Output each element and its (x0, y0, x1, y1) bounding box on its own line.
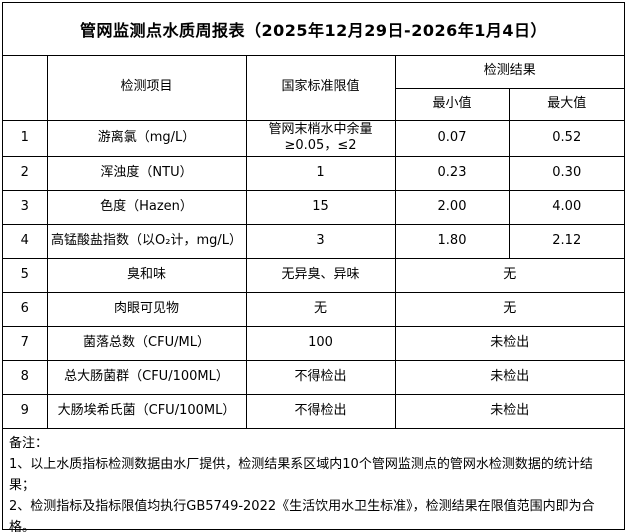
row-max: 2.12 (508, 224, 624, 260)
row-result: 未检出 (394, 394, 624, 430)
row-max: 0.30 (508, 156, 624, 192)
row-limit: 1 (245, 156, 396, 192)
row-min: 1.80 (394, 224, 510, 260)
table-row: 6 肉眼可见物 无 无 (3, 292, 624, 328)
row-limit: 100 (245, 326, 396, 362)
row-index: 3 (3, 190, 48, 226)
row-result: 无 (394, 258, 624, 294)
row-index: 2 (3, 156, 48, 192)
notes-label: 备注： (9, 436, 49, 452)
table-row: 8 总大肠菌群（CFU/100ML） 不得检出 未检出 (3, 360, 624, 396)
water-quality-table: 检测项目 国家标准限值 检测结果 最小值 最大值 1 游离氯（mg/L） 管网末… (3, 56, 624, 430)
notes-section: 备注： 1、以上水质指标检测数据由水厂提供，检测结果系区域内10个管网监测点的管… (3, 429, 624, 532)
row-item: 游离氯（mg/L） (46, 119, 247, 158)
header-min: 最小值 (395, 87, 510, 121)
table-row: 4 高锰酸盐指数（以O₂计，mg/L） 3 1.80 2.12 (3, 224, 624, 260)
row-item: 高锰酸盐指数（以O₂计，mg/L） (46, 224, 247, 260)
row-index: 5 (3, 258, 48, 294)
row-item: 菌落总数（CFU/ML） (46, 326, 247, 362)
table-row: 2 浑浊度（NTU） 1 0.23 0.30 (3, 156, 624, 192)
header-item: 检测项目 (46, 56, 247, 121)
row-index: 8 (3, 360, 48, 396)
header-index-cell (3, 56, 48, 121)
row-max: 4.00 (508, 190, 624, 226)
table-row: 9 大肠埃希氏菌（CFU/100ML） 不得检出 未检出 (3, 394, 624, 430)
row-limit: 无 (245, 292, 396, 328)
header-max: 最大值 (508, 87, 624, 121)
header-row-top: 检测项目 国家标准限值 检测结果 (3, 56, 624, 121)
row-limit: 15 (245, 190, 396, 226)
row-max: 0.52 (508, 119, 624, 158)
row-min: 2.00 (394, 190, 510, 226)
header-row-sub: 最小值 最大值 (3, 87, 624, 121)
table-row: 7 菌落总数（CFU/ML） 100 未检出 (3, 326, 624, 362)
row-item: 大肠埃希氏菌（CFU/100ML） (46, 394, 247, 430)
table-row: 3 色度（Hazen） 15 2.00 4.00 (3, 190, 624, 226)
row-item: 肉眼可见物 (46, 292, 247, 328)
row-limit: 不得检出 (245, 394, 396, 430)
row-limit: 不得检出 (245, 360, 396, 396)
row-index: 9 (3, 394, 48, 430)
row-index: 1 (3, 119, 48, 158)
note-line-1: 1、以上水质指标检测数据由水厂提供，检测结果系区域内10个管网监测点的管网水检测… (9, 457, 593, 494)
row-limit: 3 (245, 224, 396, 260)
row-index: 4 (3, 224, 48, 260)
row-item: 浑浊度（NTU） (46, 156, 247, 192)
table-row: 5 臭和味 无异臭、异味 无 (3, 258, 624, 294)
row-item: 总大肠菌群（CFU/100ML） (46, 360, 247, 396)
header-limit: 国家标准限值 (245, 56, 396, 121)
row-index: 6 (3, 292, 48, 328)
header-result: 检测结果 (394, 56, 624, 89)
note-line-2: 2、检测指标及指标限值均执行GB5749-2022《生活饮用水卫生标准》，检测结… (9, 499, 595, 532)
row-min: 0.23 (394, 156, 510, 192)
row-item: 臭和味 (46, 258, 247, 294)
row-item: 色度（Hazen） (46, 190, 247, 226)
row-result: 未检出 (394, 360, 624, 396)
row-result: 未检出 (394, 326, 624, 362)
row-min: 0.07 (394, 119, 510, 158)
page-title: 管网监测点水质周报表（2025年12月29日-2026年1月4日） (79, 21, 547, 40)
row-limit: 管网末梢水中余量≥0.05，≤2 (245, 119, 396, 158)
row-index: 7 (3, 326, 48, 362)
table-row: 1 游离氯（mg/L） 管网末梢水中余量≥0.05，≤2 0.07 0.52 (3, 119, 624, 158)
title-bar: 管网监测点水质周报表（2025年12月29日-2026年1月4日） (3, 3, 624, 56)
row-result: 无 (394, 292, 624, 328)
row-limit: 无异臭、异味 (245, 258, 396, 294)
